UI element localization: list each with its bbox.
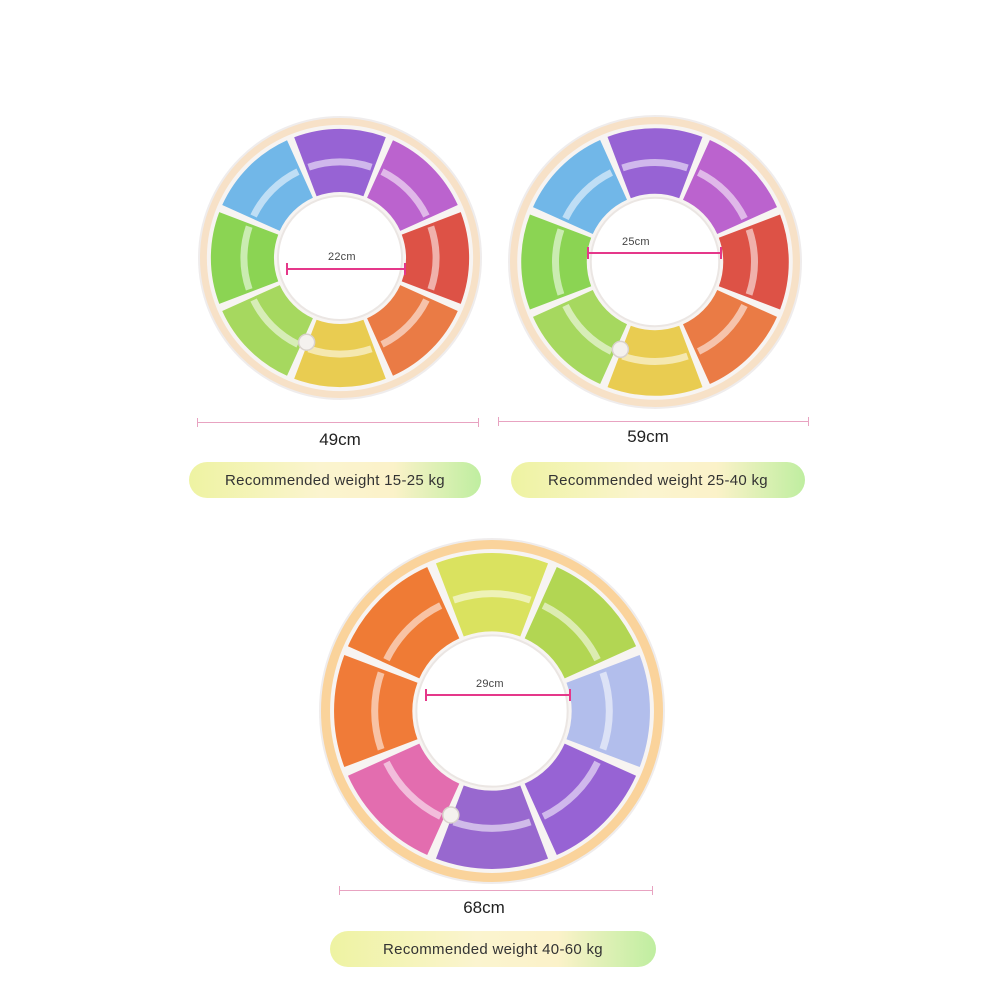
ring-segment	[222, 140, 313, 231]
ring-segment-highlight	[621, 352, 689, 366]
inner-diameter-line-small	[286, 263, 406, 275]
ring-segment-highlight	[562, 303, 614, 355]
inner-diameter-label-large: 29cm	[476, 678, 504, 690]
ring-segment	[524, 743, 637, 856]
ring-segment-highlight	[621, 158, 689, 172]
outer-diameter-line-large	[339, 886, 653, 895]
ring-segment-highlight	[562, 169, 614, 221]
weight-badge-small: Recommended weight 15-25 kg	[189, 462, 481, 498]
ring-segment-highlight	[551, 228, 565, 296]
ring-segment	[367, 140, 458, 231]
ring-segment-highlight	[380, 298, 430, 348]
outer-diameter-line-medium	[498, 417, 809, 426]
ring-segment-highlight	[696, 303, 748, 355]
ring-valve	[442, 806, 460, 824]
weight-badge-medium: Recommended weight 25-40 kg	[511, 462, 805, 498]
outer-diameter-line-small	[197, 418, 479, 427]
ring-segment-highlight	[307, 345, 373, 358]
ring-segment-highlight	[452, 590, 532, 604]
outer-diameter-label-large: 68cm	[463, 898, 505, 917]
ring-segment	[682, 289, 778, 385]
inner-diameter-line-large	[425, 689, 571, 701]
ring-segment	[367, 285, 458, 376]
ring-segment-highlight	[383, 760, 443, 820]
ring-segment	[532, 139, 628, 235]
outer-diameter-label-small: 49cm	[319, 430, 361, 449]
ring-hole	[415, 634, 569, 788]
ring-segment	[347, 566, 460, 679]
ring-segment-highlight	[371, 671, 385, 751]
ring-segment-highlight	[541, 760, 601, 820]
ring-segment-highlight	[427, 225, 440, 291]
ring-segment-highlight	[452, 818, 532, 832]
ring-segment	[222, 285, 313, 376]
inner-diameter-line-medium	[587, 247, 722, 259]
ring-segment-highlight	[383, 602, 443, 662]
ring-segment-highlight	[599, 671, 613, 751]
ring-segment	[524, 566, 637, 679]
ring-segment	[682, 139, 778, 235]
weight-badge-large: Recommended weight 40-60 kg	[330, 931, 656, 967]
ring-segment-highlight	[745, 228, 759, 296]
ring-segment-highlight	[240, 225, 253, 291]
ring-hole	[276, 194, 404, 322]
swim-ring-small	[195, 108, 485, 408]
ring-segment	[347, 743, 460, 856]
ring-segment-highlight	[307, 158, 373, 171]
ring-segment-highlight	[250, 298, 300, 348]
ring-segment-highlight	[696, 169, 748, 221]
ring-valve	[611, 340, 630, 359]
inner-diameter-label-small: 22cm	[328, 251, 356, 263]
ring-valve	[297, 333, 316, 351]
ring-hole	[589, 196, 721, 328]
ring-segment-highlight	[380, 168, 430, 218]
ring-segment	[532, 289, 628, 385]
ring-segment-highlight	[250, 168, 300, 218]
swim-ring-medium	[505, 112, 805, 412]
swim-ring-large	[316, 535, 668, 887]
outer-diameter-label-medium: 59cm	[627, 427, 669, 446]
ring-segment-highlight	[541, 602, 601, 662]
inner-diameter-label-medium: 25cm	[622, 236, 650, 248]
